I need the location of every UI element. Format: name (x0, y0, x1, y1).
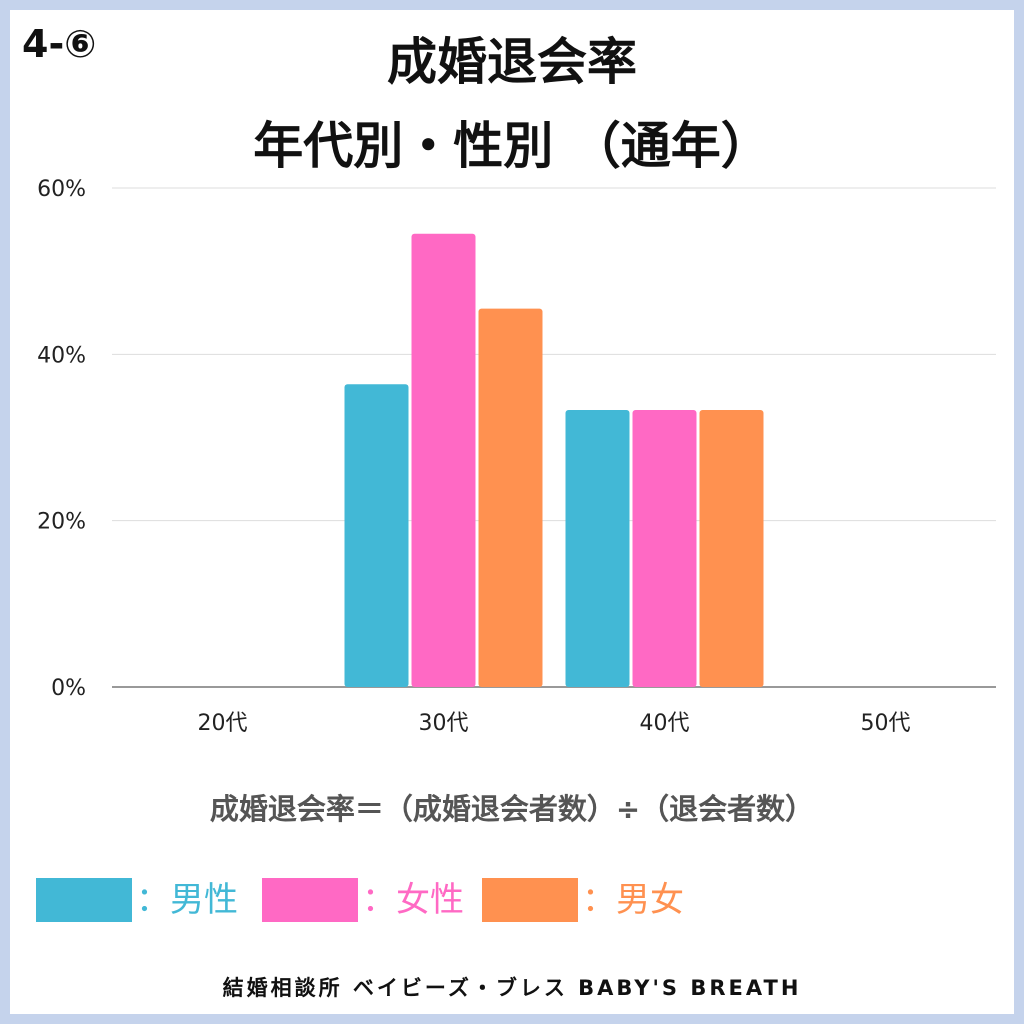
axis-labels: 0% 20% 40% 60% 20代 30代 40代 50代 (37, 177, 910, 736)
legend-label-female: ：女性 (362, 880, 464, 920)
legend-label-both: ：男女 (582, 880, 684, 920)
legend-swatch-female (262, 878, 358, 922)
bars (344, 233, 764, 687)
legend-swatch-male (36, 878, 132, 922)
bar-both-2 (699, 410, 764, 687)
legend-swatch-both (482, 878, 578, 922)
bar-chart: 0% 20% 40% 60% 20代 30代 40代 50代 (37, 177, 996, 736)
bar-male-1 (344, 384, 409, 687)
footer-brand: 結婚相談所 ベイビーズ・ブレス BABY'S BREATH (222, 976, 802, 1000)
gridlines (112, 187, 996, 688)
formula-note: 成婚退会率＝（成婚退会者数）÷（退会者数） (209, 792, 815, 826)
chart-subtitle: 年代別・性別 （通年） (253, 117, 771, 175)
y-tick-label: 20% (37, 510, 86, 535)
y-tick-label: 40% (37, 343, 86, 368)
x-tick-label: 50代 (861, 711, 911, 736)
x-tick-label: 20代 (198, 711, 248, 736)
y-tick-label: 0% (51, 676, 86, 701)
bar-female-2 (632, 410, 697, 687)
bar-female-1 (411, 233, 476, 687)
legend-label-male: ：男性 (136, 880, 238, 920)
bar-male-2 (565, 410, 630, 687)
chart-number-badge: 4-⑥ (22, 22, 97, 66)
y-tick-label: 60% (37, 177, 86, 202)
x-tick-label: 40代 (640, 711, 690, 736)
bar-both-1 (478, 308, 543, 687)
chart-title: 成婚退会率 (387, 33, 637, 91)
x-tick-label: 30代 (419, 711, 469, 736)
